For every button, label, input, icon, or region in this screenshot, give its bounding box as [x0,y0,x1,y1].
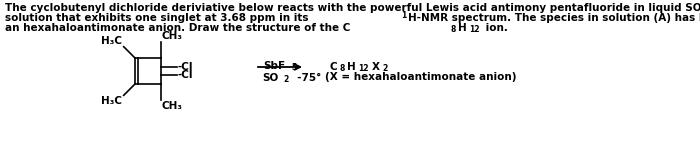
Text: CH₃: CH₃ [162,101,183,111]
Text: SbF: SbF [263,61,285,71]
Text: an hexahaloantimonate anion. Draw the structure of the C: an hexahaloantimonate anion. Draw the st… [5,23,351,33]
Text: solution that exhibits one singlet at 3.68 ppm in its: solution that exhibits one singlet at 3.… [5,13,312,23]
Text: (X = hexahaloantimonate anion): (X = hexahaloantimonate anion) [325,72,517,82]
Text: -75°: -75° [290,73,321,83]
Text: -Cl: -Cl [178,70,193,80]
Text: ion.: ion. [482,23,508,33]
Text: 2: 2 [283,75,288,84]
Text: -Cl: -Cl [178,62,193,72]
Text: 8: 8 [451,25,456,34]
Text: 12: 12 [358,64,369,73]
Text: X: X [372,62,379,72]
Text: 2: 2 [382,64,387,73]
Text: 1: 1 [401,11,407,20]
Text: H-NMR spectrum. The species in solution (A) has been identified as the salt C: H-NMR spectrum. The species in solution … [408,13,700,23]
Text: C: C [330,62,337,72]
Text: SO: SO [262,73,279,83]
Text: CH₃: CH₃ [162,31,183,41]
Text: The cyclobutenyl dichloride deriviative below reacts with the powerful Lewis aci: The cyclobutenyl dichloride deriviative … [5,3,700,13]
Text: 12: 12 [469,25,480,34]
Text: H₃C: H₃C [101,36,122,46]
Text: H₃C: H₃C [101,96,122,106]
Text: 5: 5 [291,63,297,72]
Text: 8: 8 [340,64,345,73]
Text: H: H [458,23,466,33]
Text: H: H [346,62,356,72]
